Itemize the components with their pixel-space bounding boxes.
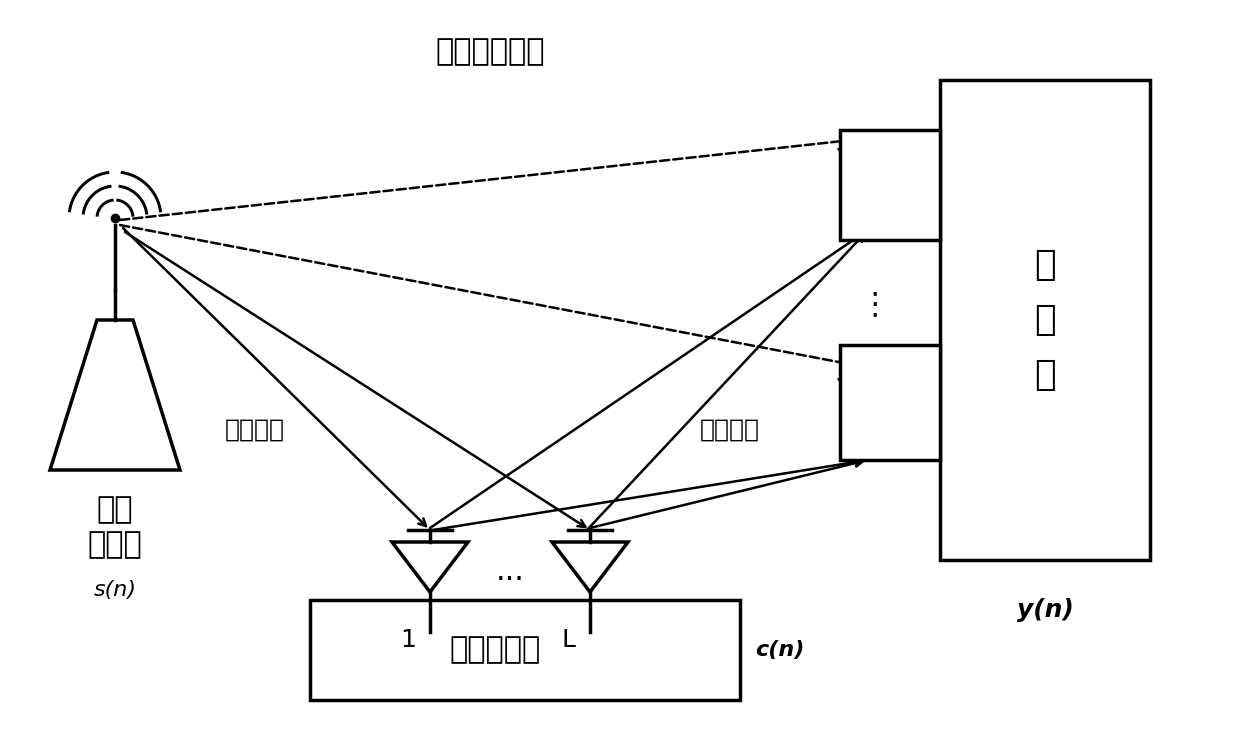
Text: 读: 读 <box>1034 303 1055 337</box>
Bar <box>839 345 940 460</box>
Bar <box>839 130 940 240</box>
Text: 前向信道: 前向信道 <box>224 418 285 442</box>
Text: 环境: 环境 <box>97 495 133 525</box>
Text: 1: 1 <box>401 628 415 652</box>
Text: 1: 1 <box>890 203 906 227</box>
Text: 多天线标签: 多天线标签 <box>449 636 541 665</box>
Text: M: M <box>887 438 909 462</box>
Text: 直射链路信道: 直射链路信道 <box>435 38 544 67</box>
Bar <box>940 80 1149 560</box>
Bar <box>310 600 740 700</box>
Text: y(n): y(n) <box>1017 598 1074 622</box>
Text: L: L <box>560 628 575 652</box>
Text: 器: 器 <box>1034 358 1055 392</box>
Text: s(n): s(n) <box>93 580 136 600</box>
Text: ⋮: ⋮ <box>859 290 890 320</box>
Text: c(n): c(n) <box>755 640 805 660</box>
Text: 激励源: 激励源 <box>88 531 143 559</box>
Text: 后向信道: 后向信道 <box>701 418 760 442</box>
Text: 阅: 阅 <box>1034 248 1055 282</box>
Text: ···: ··· <box>496 565 525 594</box>
